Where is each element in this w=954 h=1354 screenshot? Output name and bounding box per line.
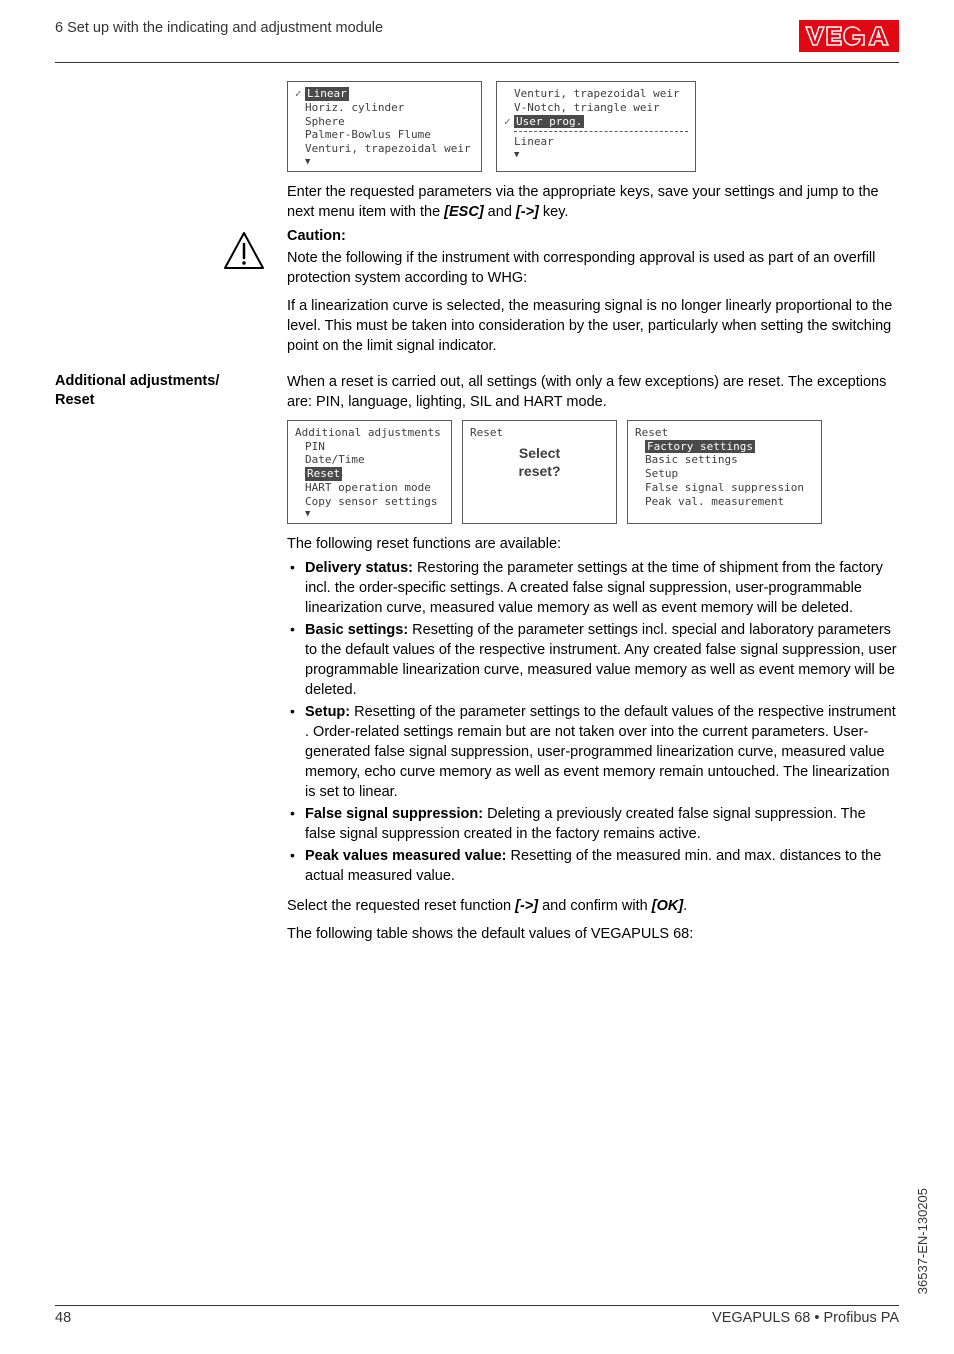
reset-bullets: Delivery status: Restoring the parameter… <box>287 558 899 886</box>
lcd-reset-select: Reset Select reset? <box>462 420 617 525</box>
reset-intro: When a reset is carried out, all setting… <box>287 372 899 412</box>
reset-list-intro: The following reset functions are availa… <box>287 534 899 554</box>
bullet-peak-values: Peak values measured value: Resetting of… <box>287 846 899 886</box>
page-number: 48 <box>55 1310 71 1326</box>
para-enter-params: Enter the requested parameters via the a… <box>287 182 899 222</box>
para-table-defaults: The following table shows the default va… <box>287 924 899 944</box>
footer-divider <box>55 1305 899 1306</box>
product-name: VEGAPULS 68 • Profibus PA <box>712 1310 899 1326</box>
bullet-setup: Setup: Resetting of the parameter settin… <box>287 702 899 802</box>
lcd-reset-options: Reset Factory settings Basic settings Se… <box>627 420 822 525</box>
bullet-basic-settings: Basic settings: Resetting of the paramet… <box>287 620 899 700</box>
lcd-linearization-2: Venturi, trapezoidal weir V-Notch, trian… <box>496 81 696 172</box>
lcd-linearization-1: ✓Linear Horiz. cylinder Sphere Palmer-Bo… <box>287 81 482 172</box>
caution-icon <box>221 228 267 274</box>
doc-id-vertical: 36537-EN-130205 <box>915 1188 930 1294</box>
caution-p2: If a linearization curve is selected, th… <box>287 296 899 356</box>
para-select-reset: Select the requested reset function [->]… <box>287 896 899 916</box>
caution-heading: Caution: <box>287 228 899 244</box>
bullet-false-signal: False signal suppression: Deleting a pre… <box>287 804 899 844</box>
vega-logo <box>799 20 899 52</box>
bullet-delivery-status: Delivery status: Restoring the parameter… <box>287 558 899 618</box>
lcd-additional-adjustments: Additional adjustments PIN Date/Time Res… <box>287 420 452 525</box>
page-header-title: 6 Set up with the indicating and adjustm… <box>55 20 383 36</box>
caution-p1: Note the following if the instrument wit… <box>287 248 899 288</box>
left-label-additional-reset: Additional adjustments/ Reset <box>55 372 287 411</box>
